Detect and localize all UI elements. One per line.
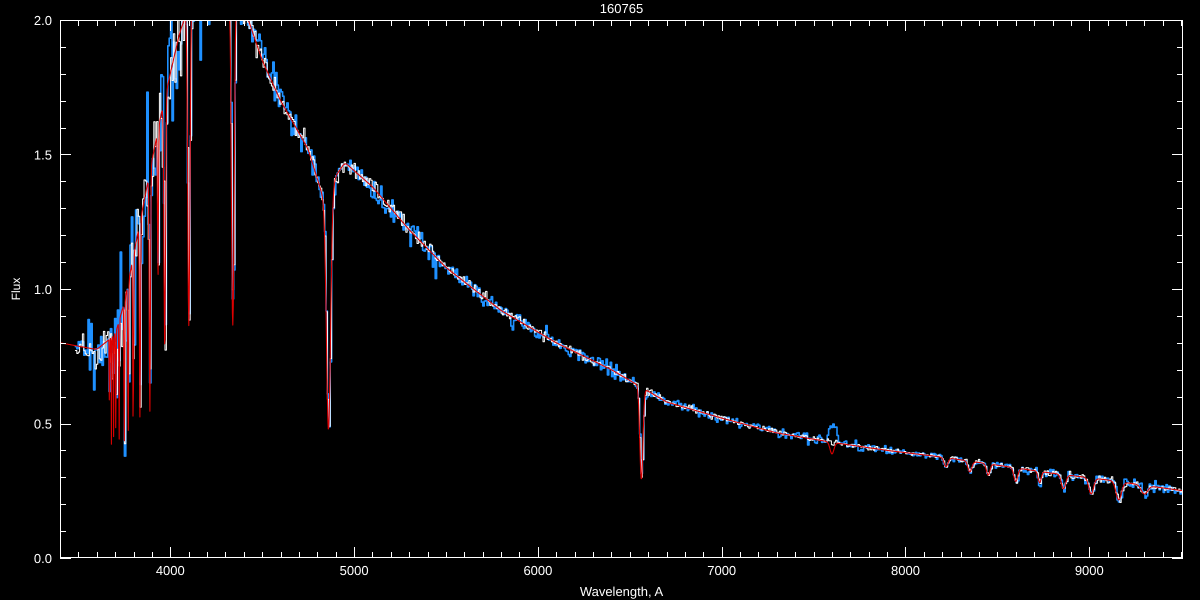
svg-text:2.0: 2.0 [34, 13, 52, 28]
svg-text:1.0: 1.0 [34, 282, 52, 297]
svg-text:6000: 6000 [523, 563, 552, 578]
svg-text:1.5: 1.5 [34, 148, 52, 163]
svg-text:8000: 8000 [891, 563, 920, 578]
svg-text:0.5: 0.5 [34, 417, 52, 432]
svg-text:9000: 9000 [1075, 563, 1104, 578]
svg-text:4000: 4000 [156, 563, 185, 578]
svg-text:0.0: 0.0 [34, 551, 52, 566]
svg-text:Flux: Flux [9, 278, 23, 301]
svg-text:160765: 160765 [600, 1, 643, 16]
svg-text:5000: 5000 [340, 563, 369, 578]
svg-text:Wavelength, A: Wavelength, A [580, 584, 664, 599]
svg-text:7000: 7000 [707, 563, 736, 578]
